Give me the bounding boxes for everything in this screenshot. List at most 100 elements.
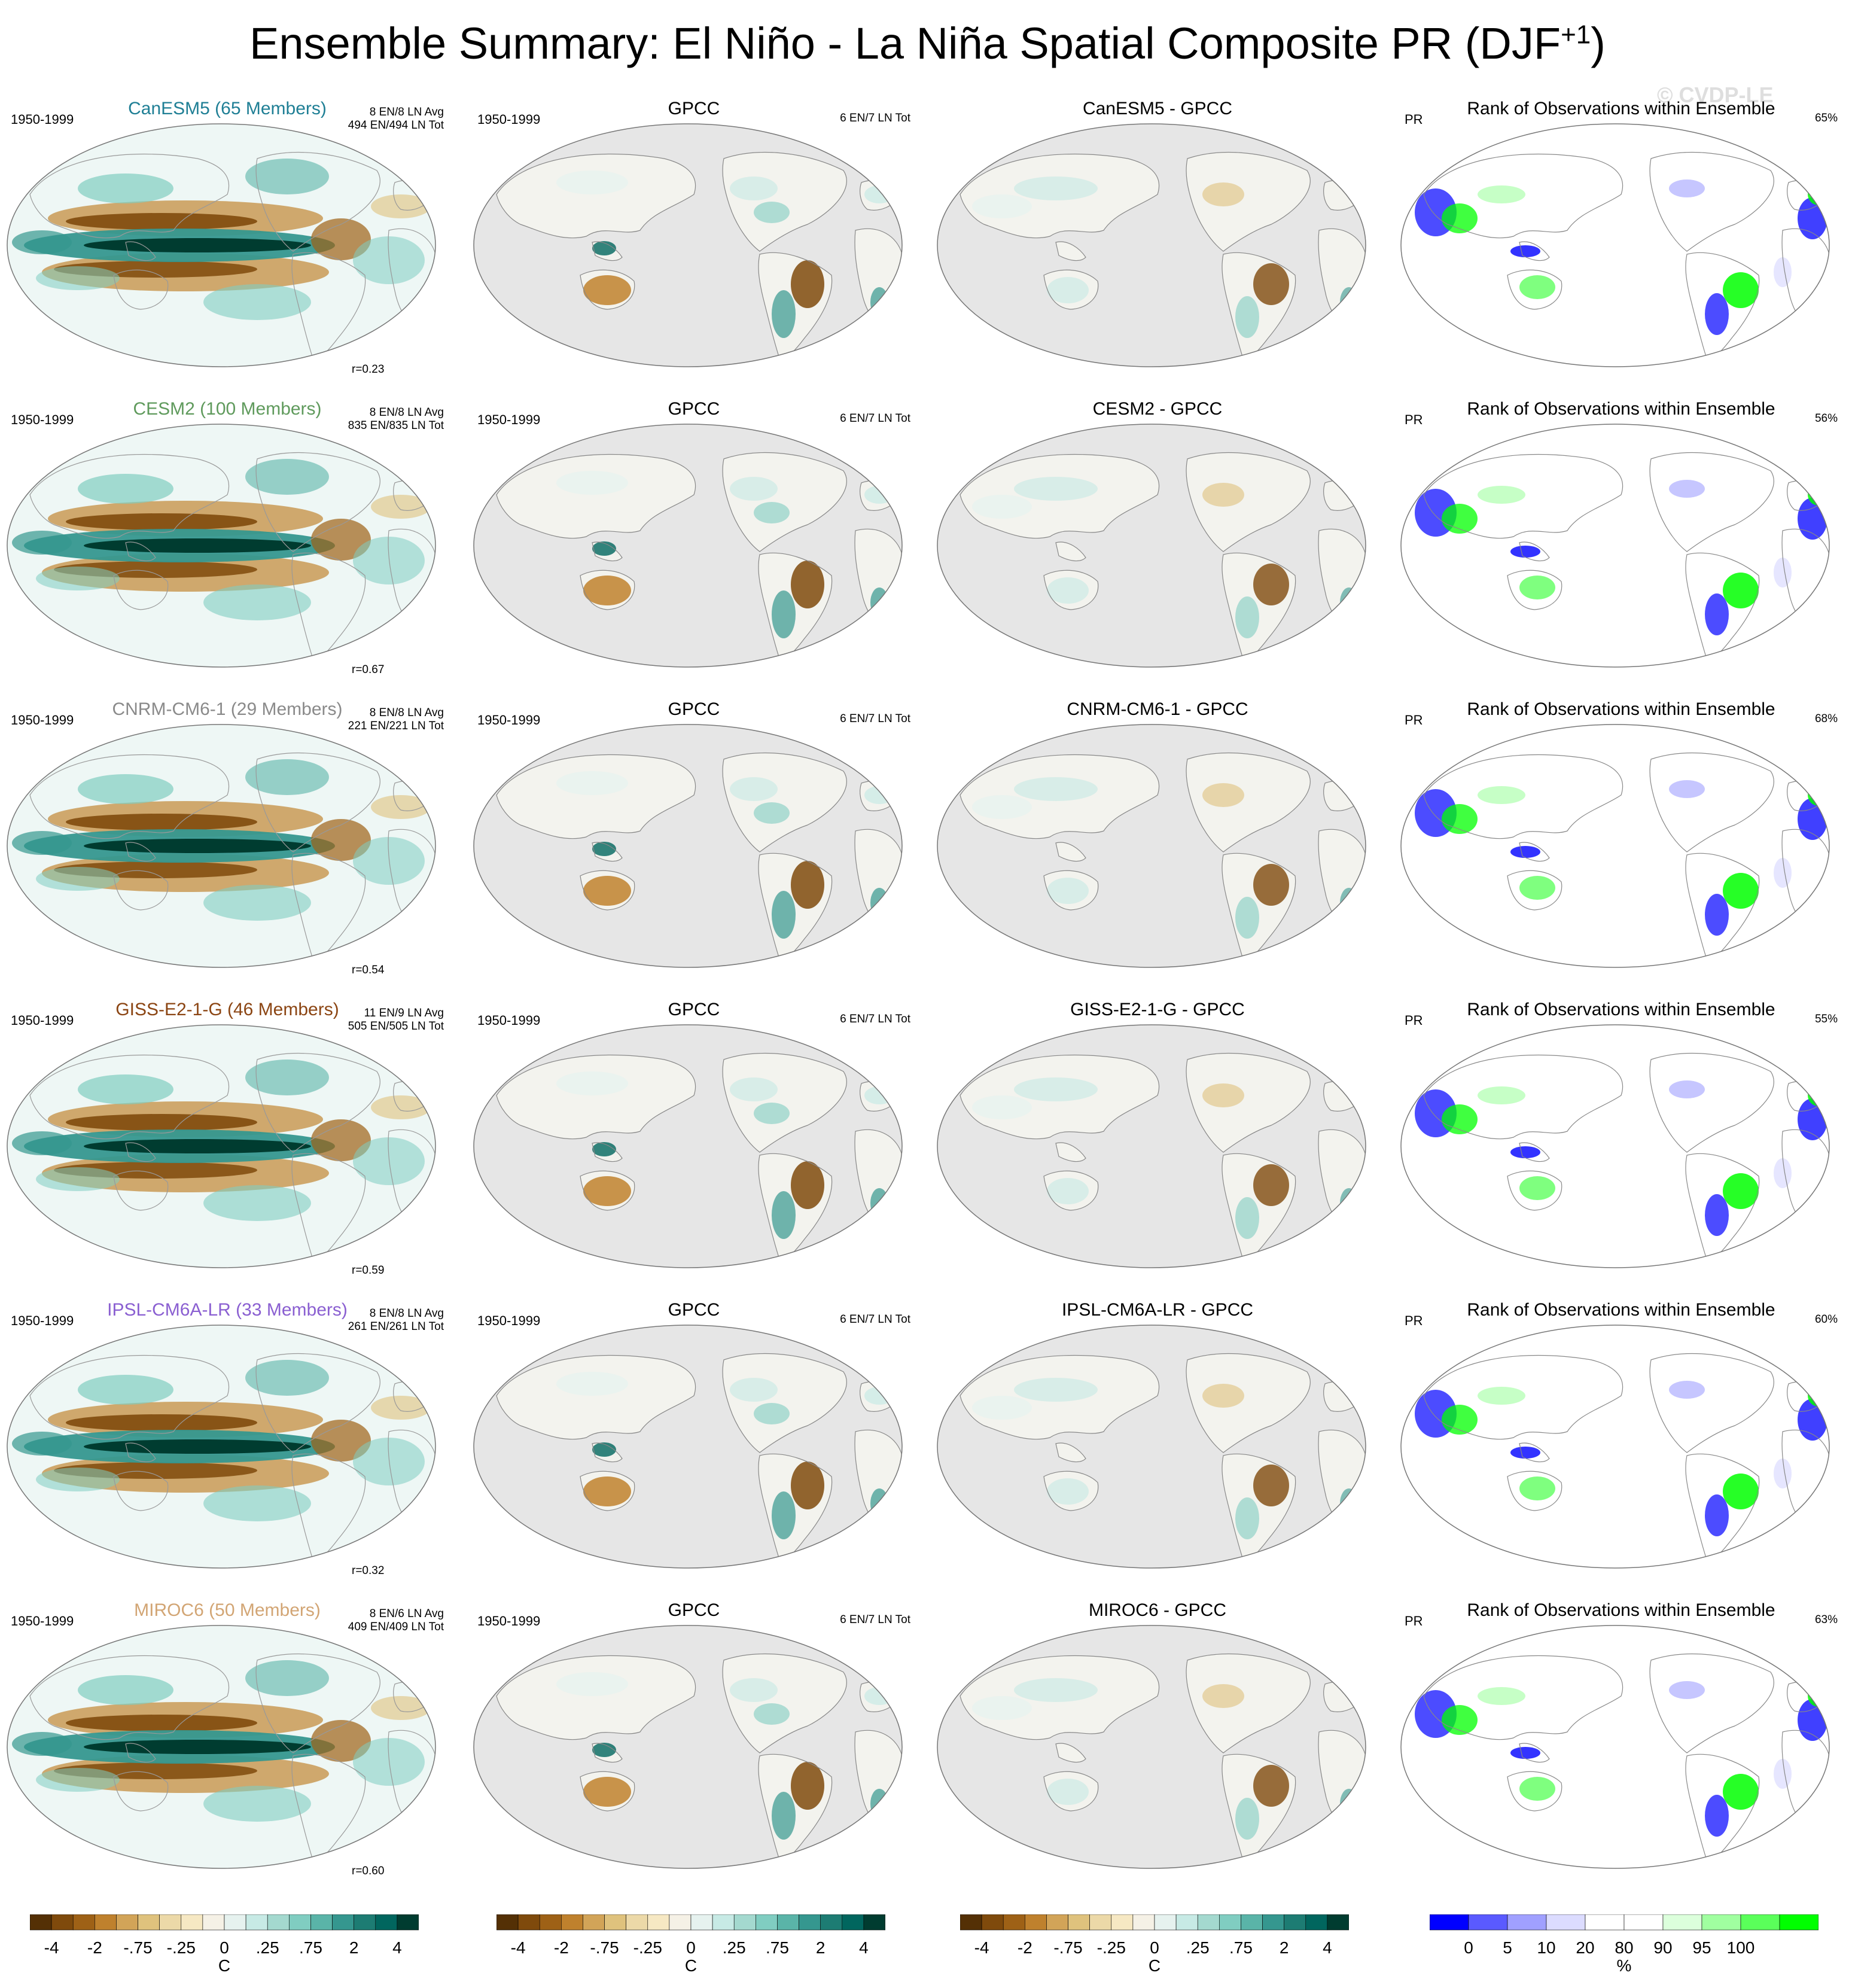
observation-panel-title: GPCC (668, 699, 720, 719)
event-count-total: 261 EN/261 LN Tot (348, 1320, 444, 1333)
difference-panel: GISS-E2-1-G - GPCC (936, 1000, 1379, 1287)
model-colorbar-swatch (375, 1914, 398, 1931)
model-colorbar-tick-label: -2 (87, 1938, 102, 1957)
model-colorbar-tick-label: 2 (349, 1938, 359, 1957)
model-colorbar-unit: C (218, 1956, 231, 1975)
event-count-label: 8 EN/8 LN Avg 221 EN/221 LN Tot (348, 707, 444, 733)
observation-map (473, 1625, 903, 1869)
difference-colorbar-swatch (1262, 1914, 1284, 1931)
model-composite-panel: IPSL-CM6A-LR (33 Members) 1950-1999 8 EN/8… (6, 1300, 449, 1587)
rank-variable-label: PR (1405, 412, 1423, 427)
difference-panel: IPSL-CM6A-LR - GPCC (936, 1300, 1379, 1587)
observation-colorbar: -4 -2 -.75 -.25 0 .25 .75 2 4 C (496, 1914, 886, 1980)
difference-panel-title: MIROC6 - GPCC (1088, 1600, 1226, 1620)
rank-colorbar-swatch (1701, 1914, 1741, 1931)
model-colorbar-swatch (354, 1914, 376, 1931)
model-composite-panel: CNRM-CM6-1 (29 Members) 1950-1999 8 EN/8 L… (6, 699, 449, 987)
difference-colorbar-swatch (1197, 1914, 1220, 1931)
event-count-label: 11 EN/9 LN Avg 505 EN/505 LN Tot (348, 1007, 444, 1033)
rank-map (1400, 1625, 1830, 1869)
rank-colorbar-swatch (1429, 1914, 1469, 1931)
model-colorbar: -4 -2 -.75 -.25 0 .25 .75 2 4 C (29, 1914, 419, 1980)
rank-percent-label: 55% (1814, 1013, 1838, 1025)
model-period-label: 1950-1999 (11, 412, 74, 427)
rank-colorbar-tick-label: 0 (1464, 1938, 1473, 1957)
rank-panel-title: Rank of Observations within Ensemble (1467, 399, 1775, 419)
difference-colorbar-tick-label: -4 (974, 1938, 989, 1957)
observation-colorbar-swatch (820, 1914, 843, 1931)
model-panel-title: CESM2 (100 Members) (133, 399, 322, 419)
observation-colorbar-tick-label: 4 (859, 1938, 869, 1957)
observation-panel-title: GPCC (668, 1000, 720, 1019)
observation-colorbar-swatch (561, 1914, 583, 1931)
model-colorbar-swatch (267, 1914, 290, 1931)
rank-variable-label: PR (1405, 713, 1423, 727)
observation-panel: GPCC 1950-1999 6 EN/7 LN Tot (473, 699, 915, 987)
model-colorbar-swatch (116, 1914, 138, 1931)
model-period-label: 1950-1999 (11, 713, 74, 727)
difference-map (937, 1024, 1366, 1268)
difference-colorbar-tick-label: -2 (1017, 1938, 1032, 1957)
observation-period-label: 1950-1999 (477, 1613, 541, 1628)
rank-colorbar: 0 5 10 20 80 90 95 100% (1429, 1914, 1819, 1980)
observation-colorbar-tick-label: -.75 (590, 1938, 619, 1957)
rank-colorbar-tick-label: 10 (1537, 1938, 1556, 1957)
model-colorbar-swatch (51, 1914, 74, 1931)
event-count-avg: 8 EN/8 LN Avg (369, 707, 444, 719)
observation-map (473, 424, 903, 668)
rank-colorbar-swatch (1468, 1914, 1508, 1931)
event-count-label: 8 EN/6 LN Avg 409 EN/409 LN Tot (348, 1608, 444, 1634)
pattern-correlation-label: r=0.32 (352, 1564, 385, 1577)
observation-map (473, 1024, 903, 1268)
observation-colorbar-swatch (517, 1914, 540, 1931)
rank-percent-label: 60% (1814, 1313, 1838, 1326)
difference-colorbar-swatch (1068, 1914, 1090, 1931)
model-colorbar-swatch (245, 1914, 268, 1931)
model-panel-title: CNRM-CM6-1 (29 Members) (112, 699, 343, 719)
difference-map (937, 724, 1366, 968)
rank-colorbar-tick-label: 20 (1576, 1938, 1595, 1957)
model-composite-map (7, 1024, 436, 1268)
observation-panel: GPCC 1950-1999 6 EN/7 LN Tot (473, 1600, 915, 1887)
difference-colorbar-tick-label: 0 (1150, 1938, 1159, 1957)
model-colorbar-tick-label: -.25 (166, 1938, 196, 1957)
event-count-total: 494 EN/494 LN Tot (348, 119, 444, 132)
pattern-correlation-label: r=0.23 (352, 363, 385, 376)
model-colorbar-swatch (95, 1914, 117, 1931)
difference-panel-title: GISS-E2-1-G - GPCC (1070, 1000, 1245, 1019)
event-count-total: 835 EN/835 LN Tot (348, 419, 444, 432)
observation-period-label: 1950-1999 (477, 1313, 541, 1328)
difference-colorbar-swatch (1025, 1914, 1047, 1931)
difference-panel-title: CanESM5 - GPCC (1082, 99, 1233, 118)
difference-colorbar-swatch (1111, 1914, 1134, 1931)
rank-map (1400, 424, 1830, 668)
observation-colorbar-swatch (626, 1914, 648, 1931)
event-count-avg: 8 EN/8 LN Avg (369, 406, 444, 419)
difference-colorbar-swatches (960, 1914, 1350, 1931)
figure-title-close: ) (1591, 19, 1606, 68)
difference-map (937, 1325, 1366, 1569)
model-colorbar-ticks: -4 -2 -.75 -.25 0 .25 .75 2 4 (30, 1938, 419, 1957)
observation-panel-title: GPCC (668, 1600, 720, 1620)
rank-map (1400, 1325, 1830, 1569)
event-count-total: 505 EN/505 LN Tot (348, 1020, 444, 1033)
rank-colorbar-tick-label: 95 (1692, 1938, 1711, 1957)
rank-variable-label: PR (1405, 1313, 1423, 1328)
difference-colorbar-swatch (1003, 1914, 1025, 1931)
model-colorbar-tick-label: 0 (220, 1938, 229, 1957)
observation-colorbar-swatch (712, 1914, 735, 1931)
pattern-correlation-label: r=0.67 (352, 663, 385, 676)
observation-colorbar-swatches (496, 1914, 886, 1931)
difference-colorbar-swatch (1154, 1914, 1177, 1931)
observation-period-label: 1950-1999 (477, 713, 541, 727)
observation-colorbar-tick-label: .25 (722, 1938, 746, 1957)
rank-variable-label: PR (1405, 112, 1423, 127)
model-colorbar-swatch (181, 1914, 203, 1931)
observation-colorbar-swatch (583, 1914, 605, 1931)
difference-panel-title: IPSL-CM6A-LR - GPCC (1061, 1300, 1254, 1320)
rank-panel-title: Rank of Observations within Ensemble (1467, 1600, 1775, 1620)
event-count-total: 221 EN/221 LN Tot (348, 720, 444, 732)
difference-colorbar-swatch (1219, 1914, 1241, 1931)
event-count-avg: 8 EN/8 LN Avg (369, 1307, 444, 1320)
pattern-correlation-label: r=0.60 (352, 1865, 385, 1877)
